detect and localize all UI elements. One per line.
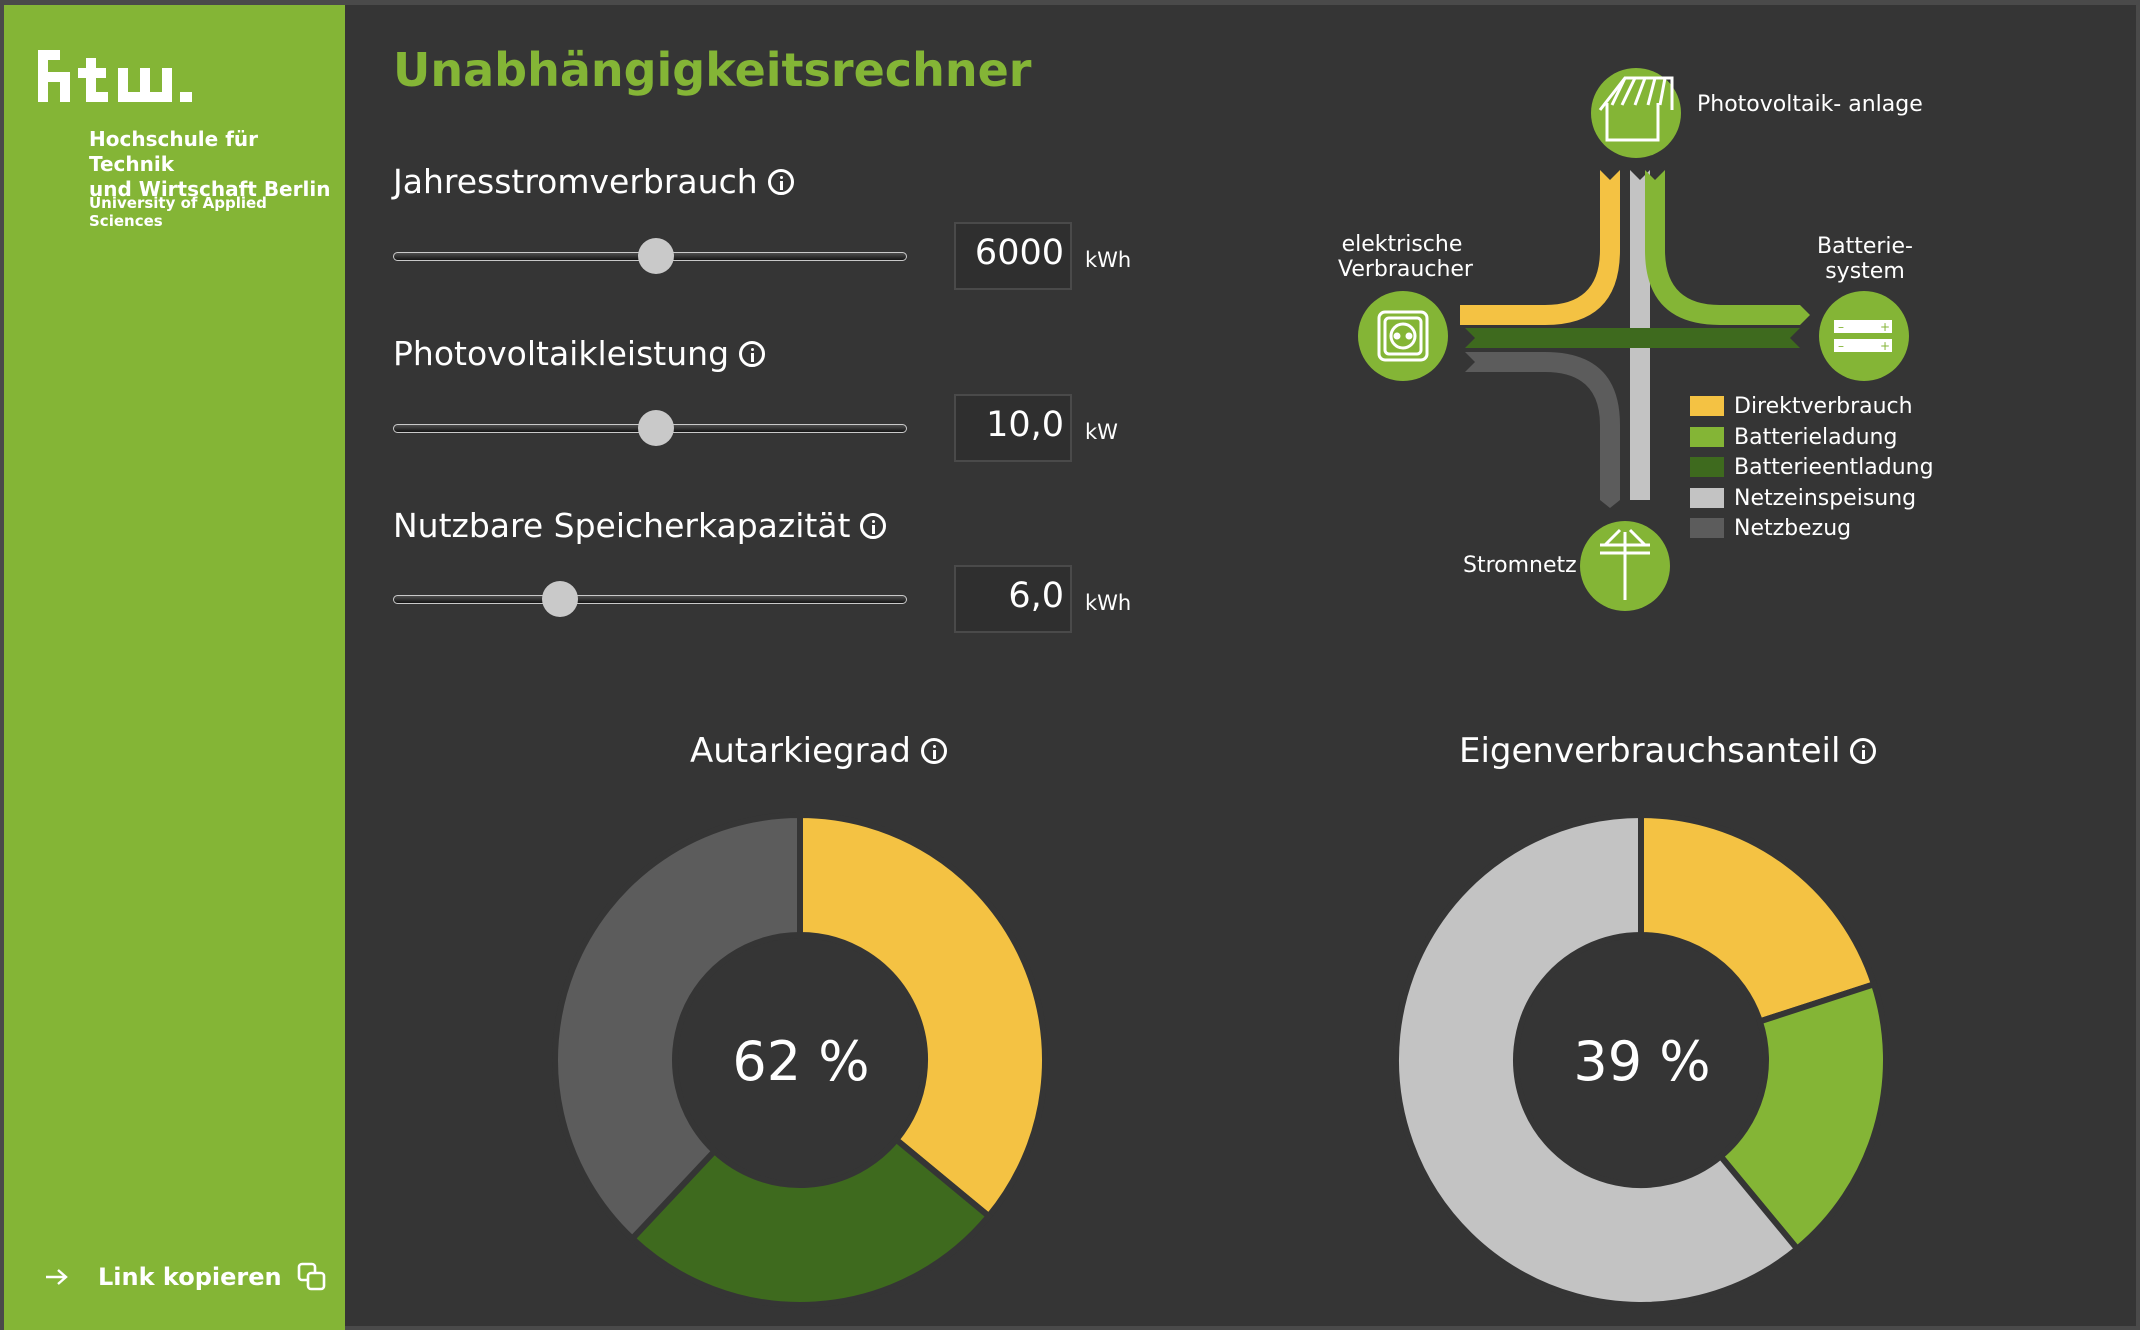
flow-direktverbrauch <box>1460 170 1620 325</box>
donut-slice-direktverbrauch[interactable] <box>1638 811 1878 1026</box>
legend-swatch <box>1690 488 1724 508</box>
socket-icon <box>1377 310 1429 362</box>
legend-item-direktverbrauch: Direktverbrauch <box>1690 393 1913 419</box>
chart-title-autarkiegrad: Autarkiegrad <box>690 731 947 771</box>
slider-label-text: Jahresstromverbrauch <box>393 162 758 201</box>
svg-text:+: + <box>1880 339 1890 353</box>
chart-title-eigenverbrauchsanteil: Eigenverbrauchsanteil <box>1459 731 1877 771</box>
copy-icon <box>297 1262 325 1291</box>
legend-swatch <box>1690 427 1724 447</box>
donut-chart-autarkiegrad <box>552 811 1048 1308</box>
svg-text:–: – <box>1838 339 1844 353</box>
autarkiegrad-value: 62 % <box>732 1030 870 1093</box>
university-name-line2: und Wirtschaft Berlin <box>89 177 331 201</box>
slider-thumb[interactable] <box>637 410 674 446</box>
flow-batterieentladung <box>1465 328 1800 348</box>
eigenverbrauchsanteil-value: 39 % <box>1573 1030 1711 1093</box>
svg-text:+: + <box>1880 320 1890 334</box>
battery-icon: – + – + <box>1834 320 1892 353</box>
house-solar-icon <box>1598 76 1674 142</box>
donut-chart-eigenverbrauchsanteil <box>1393 811 1889 1308</box>
batterie-node: – + – + <box>1819 291 1909 381</box>
unit-label: kWh <box>1085 591 1132 615</box>
unit-label: kWh <box>1085 248 1132 272</box>
chart-title-text: Eigenverbrauchsanteil <box>1459 731 1841 771</box>
page-title: Unabhängigkeitsrechner <box>393 43 1032 97</box>
donut-slice-direktverbrauch[interactable] <box>797 811 1048 1221</box>
slider-track-jahresstromverbrauch[interactable] <box>393 238 907 274</box>
label-stromnetz: Stromnetz <box>1463 553 1577 578</box>
flow-netzbezug <box>1465 352 1620 508</box>
slider-label-text: Photovoltaikleistung <box>393 334 730 373</box>
legend-label: Direktverbrauch <box>1734 393 1913 419</box>
donut-slice-batterieladung[interactable] <box>1716 980 1889 1254</box>
info-icon[interactable] <box>767 168 794 195</box>
verbraucher-node <box>1358 291 1448 381</box>
donut-slice-batterieentladung[interactable] <box>628 1135 994 1308</box>
info-icon[interactable] <box>860 512 887 539</box>
slider-thumb[interactable] <box>637 238 674 274</box>
link-copy-label: Link kopieren <box>98 1263 282 1291</box>
legend-swatch <box>1690 518 1724 538</box>
legend-item-netzeinspeisung: Netzeinspeisung <box>1690 485 1917 511</box>
slider-track-photovoltaikleistung[interactable] <box>393 410 907 446</box>
university-name-line1: Hochschule für Technik <box>89 127 258 176</box>
chart-title-text: Autarkiegrad <box>690 731 911 771</box>
legend-label: Netzeinspeisung <box>1734 485 1917 511</box>
legend-label: Netzbezug <box>1734 515 1852 541</box>
stromnetz-node <box>1580 521 1670 611</box>
unit-label: kW <box>1085 420 1118 444</box>
input-speicherkapazitaet[interactable]: 6,0 <box>954 565 1072 633</box>
legend-item-netzbezug: Netzbezug <box>1690 515 1852 541</box>
donut-slice-netzbezug[interactable] <box>552 811 803 1243</box>
legend-swatch <box>1690 457 1724 477</box>
flow-lines <box>1460 170 1810 508</box>
photovoltaik-node <box>1591 68 1681 158</box>
svg-text:–: – <box>1838 320 1844 334</box>
info-icon[interactable] <box>1850 738 1877 764</box>
power-pole-icon <box>1600 528 1650 600</box>
legend-label: Batterieentladung <box>1734 454 1934 480</box>
university-name: Hochschule für Technik und Wirtschaft Be… <box>89 127 349 202</box>
energy-flow-diagram: – + – + <box>1358 68 1909 611</box>
label-batteriesystem: Batterie- system <box>1817 234 1913 284</box>
slider-label-photovoltaikleistung: Photovoltaikleistung <box>393 334 766 373</box>
legend-swatch <box>1690 396 1724 416</box>
info-icon[interactable] <box>739 340 766 367</box>
slider-label-text: Nutzbare Speicherkapazität <box>393 506 851 545</box>
legend-item-batterieladung: Batterieladung <box>1690 424 1898 450</box>
slider-track-speicherkapazitaet[interactable] <box>393 581 907 617</box>
university-subtitle: University of Applied Sciences <box>89 194 267 230</box>
legend-label: Batterieladung <box>1734 424 1898 450</box>
label-photovoltaikanlage: Photovoltaik- anlage <box>1697 92 1923 117</box>
slider-label-speicherkapazitaet: Nutzbare Speicherkapazität <box>393 506 887 545</box>
arrow-right-icon <box>46 1269 68 1285</box>
slider-label-jahresstromverbrauch: Jahresstromverbrauch <box>393 162 794 201</box>
legend-item-batterieentladung: Batterieentladung <box>1690 454 1934 480</box>
htw-logo <box>38 50 192 102</box>
input-photovoltaikleistung[interactable]: 10,0 <box>954 394 1072 462</box>
sidebar: Hochschule für Technik und Wirtschaft Be… <box>4 5 345 1330</box>
info-icon[interactable] <box>920 738 947 764</box>
link-copy-button[interactable]: Link kopieren <box>44 1255 328 1299</box>
donut-slice-netzeinspeisung[interactable] <box>1393 811 1802 1308</box>
flow-batterieladung <box>1645 170 1810 325</box>
label-elektrische-verbraucher: elektrische Verbraucher <box>1338 232 1473 282</box>
slider-thumb[interactable] <box>542 581 579 617</box>
input-jahresstromverbrauch[interactable]: 6000 <box>954 222 1072 290</box>
